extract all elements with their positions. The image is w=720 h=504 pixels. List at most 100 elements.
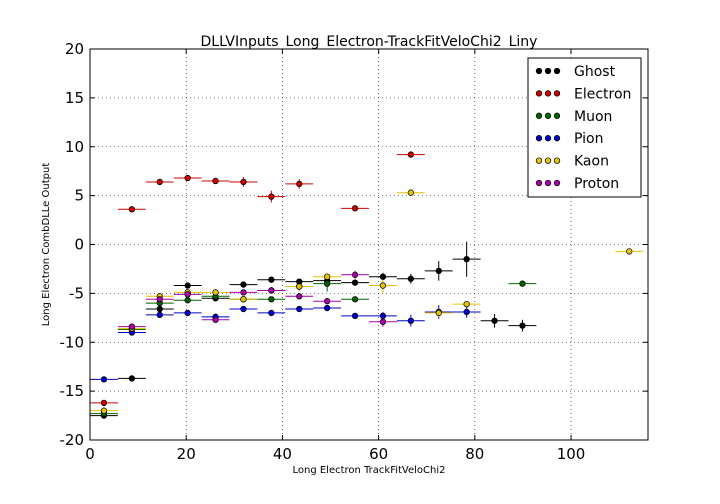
legend-marker (536, 113, 542, 119)
ghost-point (269, 277, 275, 283)
electron-point (157, 179, 163, 185)
legend-marker (545, 158, 551, 164)
legend-label-electron: Electron (574, 86, 631, 102)
pion-point (324, 305, 330, 311)
legend-label-kaon: Kaon (574, 154, 609, 170)
x-tick-label: 100 (557, 445, 586, 463)
y-tick-label: 10 (65, 138, 84, 156)
kaon-point (213, 290, 219, 296)
electron-point (129, 207, 135, 213)
x-tick-label: 60 (369, 445, 388, 463)
legend-marker (554, 135, 560, 141)
pion-point (380, 313, 386, 319)
legend-marker (536, 68, 542, 74)
y-tick-label: 15 (65, 89, 84, 107)
pion-point (408, 318, 414, 324)
x-tick-label: 80 (465, 445, 484, 463)
legend-marker (536, 158, 542, 164)
muon-point (324, 281, 330, 287)
legend-marker (554, 180, 560, 186)
legend-label-proton: Proton (574, 176, 619, 192)
muon-point (352, 296, 358, 302)
electron-point (101, 400, 107, 406)
pion-point (296, 306, 302, 312)
y-axis-label: Long Electron CombDLLe Output (41, 163, 52, 327)
legend-marker (545, 68, 551, 74)
pion-point (157, 312, 163, 318)
legend-label-ghost: Ghost (574, 64, 616, 80)
ghost-point (185, 283, 191, 289)
electron-point (269, 194, 275, 200)
legend-marker (554, 68, 560, 74)
y-tick-label: 20 (65, 40, 84, 58)
kaon-point (408, 190, 414, 196)
legend: Ghost Electron Muon Pion Kaon Proton (528, 58, 641, 197)
kaon-point (241, 296, 247, 302)
x-axis-label: Long Electron TrackFitVeloChi2 (292, 465, 445, 476)
electron-point (213, 178, 219, 184)
ghost-point (520, 323, 526, 329)
proton-point (185, 292, 191, 298)
legend-label-muon: Muon (574, 109, 612, 125)
kaon-point (436, 310, 442, 316)
ghost-point (352, 280, 358, 286)
proton-point (352, 272, 358, 278)
electron-point (185, 175, 191, 181)
proton-point (241, 290, 247, 296)
y-tick-label: 0 (74, 236, 84, 254)
proton-point (324, 298, 330, 304)
legend-marker (536, 91, 542, 97)
ghost-point (241, 282, 247, 288)
ghost-point (492, 318, 498, 324)
y-tick-label: -15 (60, 382, 85, 400)
pion-point (464, 309, 470, 315)
pion-point (241, 306, 247, 312)
legend-marker (545, 91, 551, 97)
y-tick-label: -5 (69, 284, 84, 302)
y-tick-label: 5 (74, 187, 84, 205)
pion-point (352, 313, 358, 319)
y-tick-label: -10 (60, 333, 85, 351)
kaon-point (464, 301, 470, 307)
electron-point (296, 181, 302, 187)
proton-point (296, 294, 302, 300)
pion-point (101, 377, 107, 383)
kaon-point (626, 249, 632, 255)
electron-point (408, 152, 414, 158)
pion-point (269, 310, 275, 316)
kaon-point (324, 274, 330, 280)
kaon-point (380, 283, 386, 289)
ghost-point (380, 274, 386, 280)
electron-point (352, 206, 358, 212)
ghost-point (464, 256, 470, 262)
ghost-point (408, 276, 414, 282)
x-tick-label: 20 (177, 445, 196, 463)
ghost-point (436, 268, 442, 274)
proton-point (380, 319, 386, 325)
legend-marker (536, 180, 542, 186)
legend-label-pion: Pion (574, 131, 603, 147)
x-tick-label: 40 (273, 445, 292, 463)
proton-point (129, 324, 135, 330)
legend-marker (554, 158, 560, 164)
chart-title: DLLVInputs_Long_Electron-TrackFitVeloChi… (201, 34, 538, 50)
electron-point (241, 179, 247, 185)
y-tick-label: -20 (60, 431, 85, 449)
proton-point (157, 296, 163, 302)
legend-marker (545, 135, 551, 141)
muon-point (520, 281, 526, 287)
ghost-point (157, 306, 163, 312)
kaon-point (296, 284, 302, 290)
proton-point (269, 288, 275, 294)
muon-point (269, 296, 275, 302)
muon-point (185, 297, 191, 303)
legend-marker (545, 113, 551, 119)
kaon-point (101, 408, 107, 414)
x-tick-label: 0 (85, 445, 95, 463)
proton-point (213, 317, 219, 323)
legend-marker (554, 91, 560, 97)
legend-marker (536, 135, 542, 141)
ghost-point (129, 376, 135, 382)
pion-point (185, 310, 191, 316)
